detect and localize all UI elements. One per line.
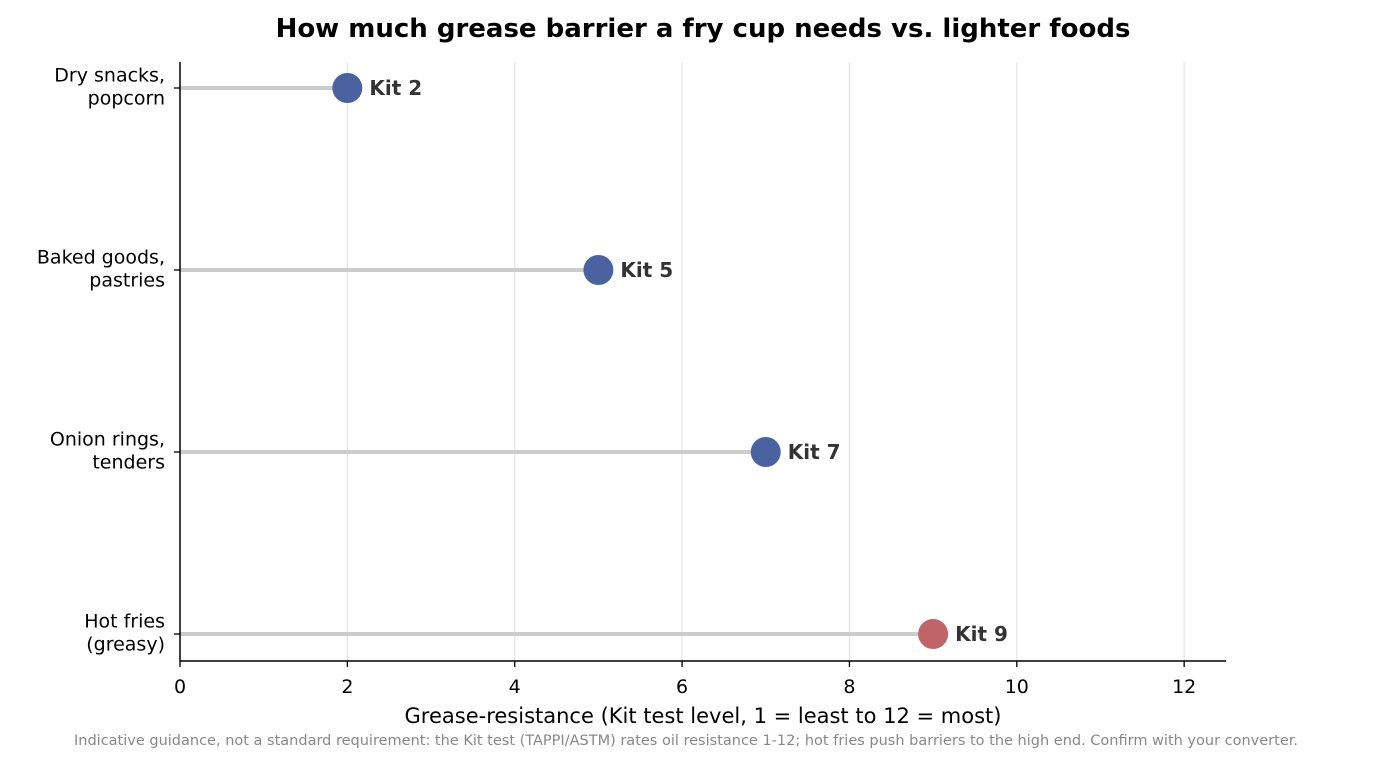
data-point-2	[750, 437, 781, 467]
x-ticks: 0 2 4 6 8 10 12	[174, 661, 1196, 698]
x-tick-label-6: 12	[1172, 676, 1196, 698]
chart-title: How much grease barrier a fry cup needs …	[276, 14, 1131, 44]
x-tick-label-1: 2	[341, 676, 353, 698]
data-point-1	[583, 255, 614, 285]
data-label-0: Kit 2	[369, 76, 422, 100]
category-label-3-0: Hot fries	[84, 611, 165, 633]
x-tick-label-0: 0	[174, 676, 186, 698]
data-label-2: Kit 7	[788, 440, 841, 464]
x-tick-label-4: 8	[843, 676, 855, 698]
data-labels: Kit 2 Kit 5 Kit 7 Kit 9	[369, 76, 1008, 646]
category-label-0-1: popcorn	[88, 88, 165, 110]
stems	[180, 86, 934, 636]
x-tick-label-3: 6	[676, 676, 688, 698]
x-tick-label-5: 10	[1005, 676, 1029, 698]
grid-lines	[346, 62, 1185, 661]
data-point-3	[918, 619, 949, 649]
category-label-1-0: Baked goods,	[37, 247, 165, 269]
footnote: Indicative guidance, not a standard requ…	[74, 733, 1298, 749]
x-axis-label: Grease-resistance (Kit test level, 1 = l…	[405, 704, 1002, 728]
category-label-1-1: pastries	[89, 270, 165, 292]
data-label-1: Kit 5	[620, 258, 673, 282]
category-label-3-1: (greasy)	[86, 634, 165, 656]
category-label-2-1: tenders	[92, 452, 165, 474]
data-point-0	[332, 73, 363, 103]
y-category-labels: Dry snacks,popcorn Baked goods,pastries On…	[37, 65, 165, 656]
data-label-3: Kit 9	[955, 622, 1008, 646]
axes	[174, 62, 1226, 662]
category-label-2-0: Onion rings,	[50, 429, 165, 451]
x-tick-label-2: 4	[509, 676, 521, 698]
category-label-0-0: Dry snacks,	[54, 65, 165, 87]
data-points	[332, 73, 949, 649]
